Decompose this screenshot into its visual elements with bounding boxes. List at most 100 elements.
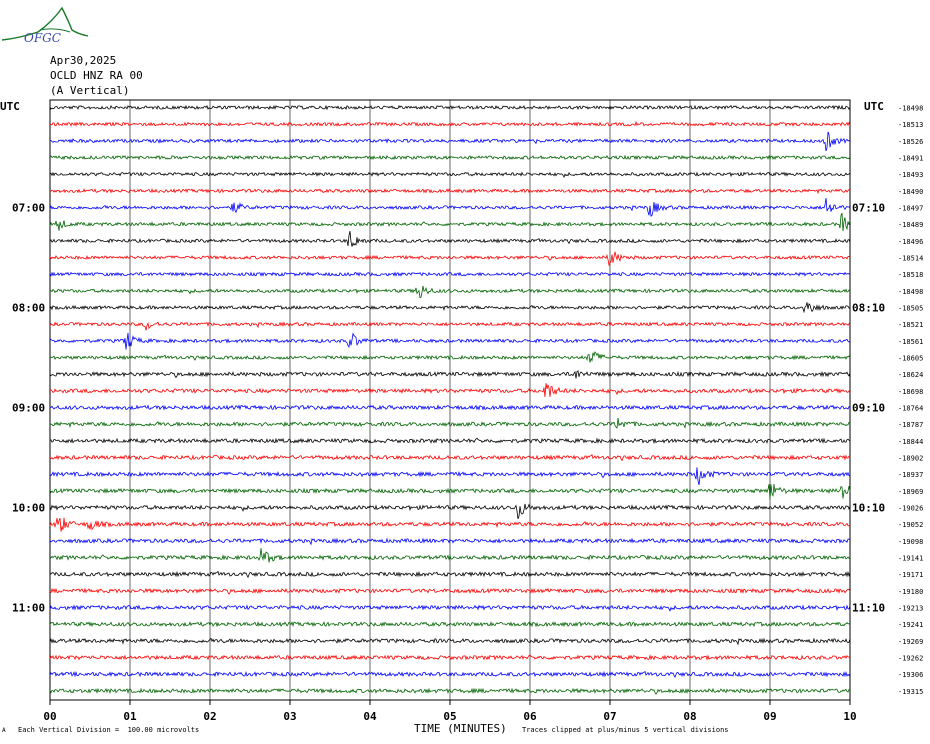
scale-note: Each Vertical Division = 100.00 microvol… bbox=[18, 726, 200, 734]
seismic-trace bbox=[49, 670, 851, 679]
seismic-trace bbox=[49, 548, 851, 563]
seismic-trace bbox=[49, 104, 851, 111]
trace-offset-label: -19269 bbox=[898, 638, 923, 646]
trace-offset-label: -19180 bbox=[898, 588, 923, 596]
x-tick-label: 09 bbox=[763, 710, 776, 723]
trace-offset-label: -18902 bbox=[898, 455, 923, 463]
x-tick-label: 04 bbox=[363, 710, 377, 723]
seismic-trace bbox=[49, 188, 851, 195]
ofgc-logo: OFGC bbox=[1, 6, 89, 45]
trace-offset-label: -18513 bbox=[898, 121, 923, 129]
x-tick-label: 10 bbox=[843, 710, 856, 723]
seismic-trace bbox=[49, 351, 851, 363]
seismic-trace bbox=[49, 620, 851, 628]
seismic-trace bbox=[49, 537, 851, 546]
trace-offset-label: -18521 bbox=[898, 321, 923, 329]
seismic-trace bbox=[49, 687, 850, 695]
trace-offset-label: -19315 bbox=[898, 688, 923, 696]
trace-offset-label: -19052 bbox=[898, 521, 923, 529]
seismic-trace bbox=[49, 271, 851, 277]
trace-offset-label: -18764 bbox=[898, 405, 923, 413]
seismic-trace bbox=[49, 417, 851, 429]
logo-text: OFGC bbox=[24, 31, 61, 45]
seismic-trace bbox=[49, 454, 851, 462]
trace-offset-label: -18498 bbox=[898, 288, 923, 296]
left-time-label: 07:00 bbox=[12, 202, 45, 215]
trace-offset-label: -18698 bbox=[898, 388, 923, 396]
trace-offset-label: -18526 bbox=[898, 138, 923, 146]
right-time-label: 11:10 bbox=[852, 602, 885, 615]
trace-offset-label: -19213 bbox=[898, 605, 923, 613]
trace-offset-label: -18969 bbox=[898, 488, 923, 496]
seismic-trace bbox=[49, 231, 851, 247]
seismic-trace bbox=[49, 212, 851, 232]
seismic-trace bbox=[49, 467, 851, 485]
x-axis-title: TIME (MINUTES) bbox=[414, 722, 507, 735]
x-tick-label: 02 bbox=[203, 710, 216, 723]
trace-offset-label: -19026 bbox=[898, 505, 923, 513]
trace-offset-label: -18561 bbox=[898, 338, 923, 346]
trace-offset-label: -18518 bbox=[898, 271, 923, 279]
seismic-trace bbox=[49, 604, 851, 612]
trace-offset-label: -19171 bbox=[898, 571, 923, 579]
trace-offset-label: -18496 bbox=[898, 238, 923, 246]
component-label: (A Vertical) bbox=[50, 84, 130, 97]
trace-offset-label: -19098 bbox=[898, 538, 923, 546]
x-tick-label: 06 bbox=[523, 710, 537, 723]
clip-note: Traces clipped at plus/minus 5 vertical … bbox=[522, 726, 729, 734]
right-time-label: 10:10 bbox=[852, 502, 885, 515]
utc-label-right: UTC bbox=[864, 100, 884, 113]
corner-mark: A bbox=[2, 727, 6, 734]
seismic-trace bbox=[49, 383, 851, 397]
seismic-trace bbox=[49, 517, 851, 532]
right-time-label: 08:10 bbox=[852, 302, 885, 315]
seismic-trace bbox=[49, 171, 851, 178]
trace-offset-label: -19241 bbox=[898, 621, 923, 629]
right-time-label: 07:10 bbox=[852, 202, 885, 215]
trace-offset-label: -18514 bbox=[898, 255, 923, 263]
left-time-label: 08:00 bbox=[12, 302, 45, 315]
left-time-label: 09:00 bbox=[12, 402, 45, 415]
trace-offset-label: -18498 bbox=[898, 105, 923, 113]
x-tick-label: 08 bbox=[683, 710, 696, 723]
trace-offset-label: -18844 bbox=[898, 438, 923, 446]
seismic-trace bbox=[49, 302, 851, 314]
trace-offset-label: -18497 bbox=[898, 205, 923, 213]
utc-label-left: UTC bbox=[0, 100, 20, 113]
seismic-trace bbox=[49, 131, 851, 152]
seismic-trace bbox=[49, 654, 851, 661]
seismic-trace bbox=[49, 437, 851, 445]
trace-offset-label: -19141 bbox=[898, 555, 923, 563]
seismic-trace bbox=[49, 587, 851, 595]
trace-offset-label: -18490 bbox=[898, 188, 923, 196]
x-tick-label: 01 bbox=[123, 710, 137, 723]
trace-offset-label: -18491 bbox=[898, 155, 923, 163]
seismic-trace bbox=[49, 332, 851, 350]
seismic-trace bbox=[49, 483, 851, 500]
trace-offset-label: -18624 bbox=[898, 371, 923, 379]
record-date: Apr30,2025 bbox=[50, 54, 117, 67]
trace-offset-label: -18493 bbox=[898, 171, 923, 179]
seismic-trace bbox=[49, 197, 851, 217]
seismic-trace bbox=[49, 503, 851, 520]
seismic-trace bbox=[49, 570, 851, 579]
seismic-trace bbox=[49, 637, 851, 646]
x-tick-label: 03 bbox=[283, 710, 296, 723]
seismic-trace bbox=[49, 285, 851, 299]
trace-offset-label: -18605 bbox=[898, 355, 923, 363]
trace-offset-label: -19306 bbox=[898, 671, 923, 679]
seismic-trace bbox=[49, 370, 851, 379]
right-time-label: 09:10 bbox=[852, 402, 885, 415]
x-tick-label: 00 bbox=[43, 710, 56, 723]
seismic-trace bbox=[49, 251, 851, 267]
left-time-label: 10:00 bbox=[12, 502, 45, 515]
seismic-trace bbox=[49, 321, 851, 331]
x-tick-label: 05 bbox=[443, 710, 456, 723]
trace-offset-label: -18505 bbox=[898, 305, 923, 313]
trace-offset-label: -19262 bbox=[898, 655, 923, 663]
trace-offset-label: -18489 bbox=[898, 221, 923, 229]
left-time-label: 11:00 bbox=[12, 602, 45, 615]
trace-offset-label: -18787 bbox=[898, 421, 923, 429]
channel-id: OCLD HNZ RA 00 bbox=[50, 69, 143, 82]
